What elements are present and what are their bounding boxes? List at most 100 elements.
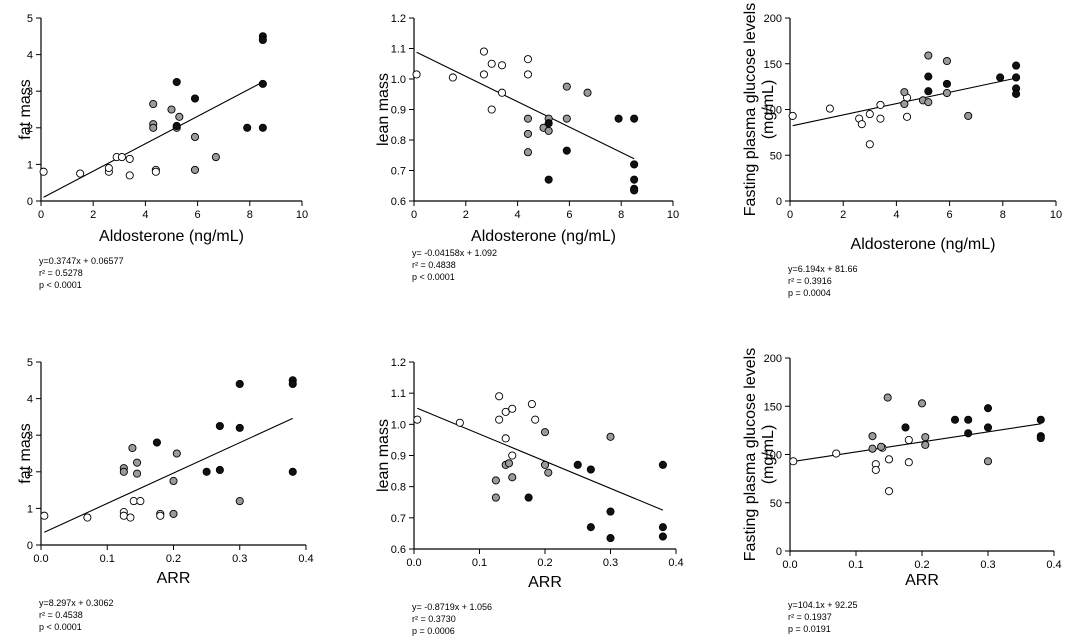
data-point-black (258, 123, 267, 132)
data-point-white (76, 169, 85, 178)
data-point-gray (883, 393, 892, 402)
data-point-black (924, 87, 933, 96)
data-point-white (876, 114, 885, 123)
data-point-black (924, 72, 933, 81)
x-tick-label: 0.2 (914, 559, 929, 571)
data-point-black (942, 79, 951, 88)
data-point-black (215, 421, 224, 431)
data-point-gray (133, 458, 142, 467)
data-point-white (487, 105, 496, 114)
data-point-gray (942, 88, 951, 98)
x-axis-title: ARR (528, 574, 562, 591)
data-point-white (527, 400, 536, 409)
data-point-gray (924, 98, 933, 107)
data-point-white (857, 120, 866, 129)
data-point-gray (924, 51, 933, 60)
y-tick-label: 1.1 (391, 388, 406, 400)
x-axis-title: ARR (157, 570, 191, 587)
data-point-black (658, 460, 667, 469)
data-point-white (117, 153, 126, 162)
y-tick-label: 0 (27, 540, 33, 552)
data-point-gray (172, 449, 181, 458)
x-tick-label: 2 (90, 209, 96, 221)
y-axis-title-line: Fasting plasma glucose levels (742, 348, 759, 561)
y-tick-label: 150 (764, 59, 782, 71)
y-tick-label: 0.9 (391, 105, 406, 117)
data-point-white (479, 47, 488, 56)
data-point-black (606, 534, 615, 543)
data-point-black (658, 523, 667, 532)
regression-stat: p < 0.0001 (412, 272, 455, 282)
x-tick-label: 4 (142, 209, 148, 221)
y-tick-label: 4 (27, 394, 33, 406)
data-point-white (498, 61, 507, 70)
regression-stat: p = 0.0006 (412, 626, 455, 636)
data-point-black (544, 175, 553, 184)
regression-line (44, 417, 293, 533)
data-point-white (125, 154, 134, 163)
y-axis-title: Fasting plasma glucose levels(mg/mL) (742, 348, 777, 561)
y-axis-title: Fasting plasma glucose levels(mg/mL) (742, 3, 777, 216)
x-tick-label: 8 (1000, 209, 1006, 221)
data-point-black (152, 438, 161, 447)
data-point-gray (606, 432, 615, 441)
data-point-white (523, 70, 533, 79)
data-point-gray (523, 148, 533, 157)
regression-stat: p = 0.0191 (788, 624, 831, 634)
x-tick-label: 4 (893, 209, 899, 221)
data-point-white (495, 392, 504, 401)
data-point-black (235, 379, 244, 389)
data-point-black (1012, 73, 1021, 82)
data-point-gray (964, 111, 973, 120)
regression-line (793, 423, 1041, 463)
y-tick-label: 0.7 (391, 166, 406, 178)
data-point-gray (900, 88, 909, 97)
data-point-gray (508, 473, 517, 482)
data-point-gray (544, 468, 553, 477)
data-point-white (501, 434, 510, 443)
y-tick-label: 3 (27, 86, 33, 98)
y-axis-title: fat mass (17, 79, 34, 139)
data-point-white (788, 111, 797, 120)
data-point-gray (149, 123, 158, 132)
y-axis-title-line: (mg/mL) (760, 80, 777, 140)
data-point-gray (942, 56, 951, 66)
x-tick-label: 0 (38, 209, 44, 221)
data-point-black (258, 35, 267, 45)
y-tick-label: 0.8 (391, 482, 406, 494)
y-tick-label: 4 (27, 50, 33, 62)
data-point-white (413, 415, 422, 424)
regression-stat: y= -0.04158x + 1.092 (412, 248, 497, 258)
data-point-white (412, 70, 421, 79)
data-point-black (630, 186, 639, 195)
data-point-gray (540, 428, 550, 437)
y-axis-title: lean mass (375, 73, 392, 146)
data-point-black (288, 379, 297, 389)
x-tick-label: 0.3 (232, 553, 247, 565)
regression-stat: p < 0.0001 (39, 280, 82, 290)
data-point-white (523, 55, 533, 64)
regression-stat: y=0.3747x + 0.06577 (39, 256, 124, 266)
y-tick-label: 1.0 (391, 419, 406, 431)
regression-line (416, 51, 635, 160)
x-tick-label: 0 (411, 209, 417, 221)
data-point-black (983, 404, 993, 413)
data-point-black (544, 119, 553, 128)
data-point-white (151, 167, 160, 176)
y-tick-label: 1.2 (391, 357, 406, 369)
data-point-white (455, 418, 464, 427)
regression-stat: r² = 0.3916 (788, 276, 832, 286)
data-point-white (136, 497, 145, 506)
y-tick-label: 50 (770, 150, 782, 162)
data-point-gray (169, 476, 178, 486)
data-point-black (614, 114, 623, 123)
regression-stat: r² = 0.3730 (412, 614, 456, 624)
data-point-white (129, 497, 138, 506)
data-point-white (884, 455, 894, 464)
y-tick-label: 3 (27, 430, 33, 442)
data-point-gray (169, 509, 178, 518)
y-tick-label: 2 (27, 467, 33, 479)
data-point-black (1012, 89, 1021, 98)
x-tick-label: 0 (787, 209, 793, 221)
data-point-white (825, 104, 834, 113)
